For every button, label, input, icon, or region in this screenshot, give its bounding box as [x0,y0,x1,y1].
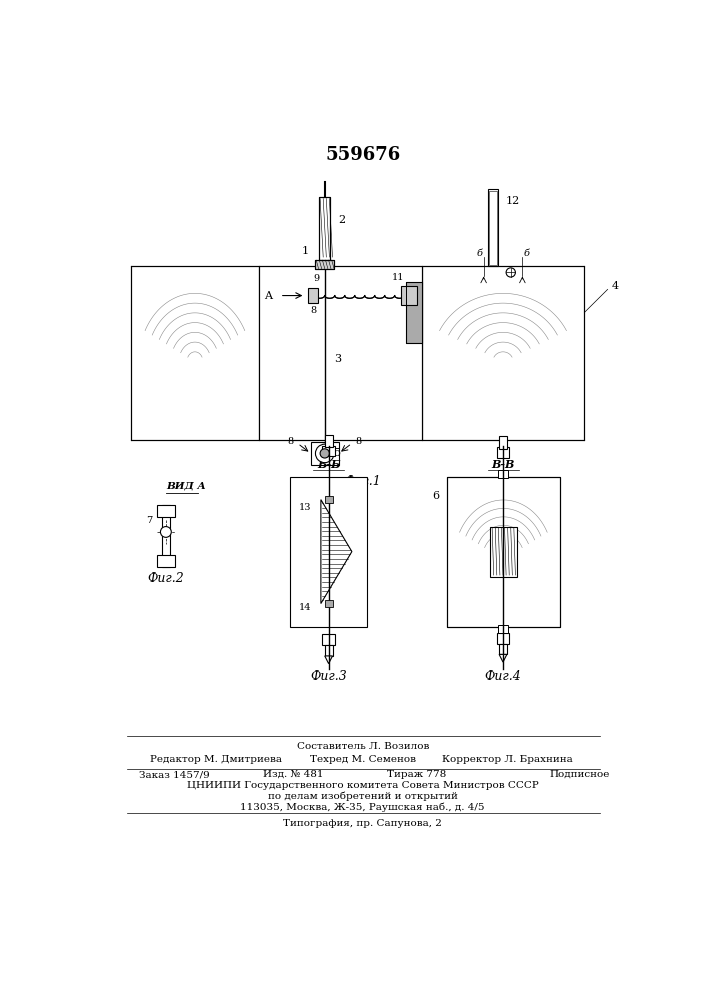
Text: 2: 2 [339,215,346,225]
Bar [497,633,509,644]
Text: В-В: В-В [491,459,515,470]
Bar [406,282,421,343]
Text: Заказ 1457/9: Заказ 1457/9 [139,770,209,779]
Bar [402,286,417,305]
Bar [311,442,339,465]
Bar [406,282,421,343]
Bar [325,496,332,503]
Bar [259,266,421,440]
Text: A: A [264,291,272,301]
Bar [497,447,509,458]
Bar [490,527,517,577]
Text: 6: 6 [432,491,440,501]
Text: 13: 13 [299,503,312,512]
Text: Техред М. Семенов: Техред М. Семенов [310,755,416,764]
Text: 3: 3 [334,354,341,364]
Polygon shape [325,656,332,664]
Text: Фиг.4: Фиг.4 [484,670,521,683]
Bar [315,260,334,269]
Circle shape [160,527,171,537]
Bar [325,645,332,656]
Polygon shape [499,654,507,662]
Bar [322,634,335,645]
Text: б: б [477,249,483,258]
Text: 9: 9 [313,274,320,283]
Bar [488,189,498,266]
Bar [499,436,507,449]
Bar [498,625,508,633]
Text: Корректор Л. Брахнина: Корректор Л. Брахнина [442,755,573,764]
Text: Б-Б: Б-Б [317,459,341,470]
Bar [308,288,317,303]
Bar [322,446,335,456]
Text: 12: 12 [506,196,520,206]
Bar [448,477,559,627]
Bar [156,555,175,567]
Bar [498,470,508,478]
Text: 8: 8 [288,437,293,446]
Bar [131,266,259,440]
Text: Изд. № 481: Изд. № 481 [263,770,323,779]
Text: по делам изобретений и открытий: по делам изобретений и открытий [268,791,457,801]
Text: Редактор М. Дмитриева: Редактор М. Дмитриева [151,755,282,764]
Bar [325,600,332,607]
Bar [162,505,170,567]
Circle shape [315,444,334,463]
Bar [325,435,332,447]
Bar [320,197,330,260]
Text: ВИД А: ВИД А [166,481,206,490]
Polygon shape [321,500,352,604]
Bar [315,260,334,269]
Circle shape [320,449,329,458]
Text: Фиг.3: Фиг.3 [310,670,347,683]
Text: Тираж 778: Тираж 778 [387,770,446,779]
Text: 11: 11 [392,273,404,282]
Text: Составитель Л. Возилов: Составитель Л. Возилов [296,742,429,751]
Text: ЦНИИПИ Государственного комитета Совета Министров СССР: ЦНИИПИ Государственного комитета Совета … [187,781,539,790]
Bar [156,505,175,517]
Bar [448,477,559,627]
Text: 8: 8 [310,306,316,315]
Bar [320,197,330,260]
Text: 14: 14 [299,603,312,612]
Bar [489,191,497,265]
Bar [421,266,585,440]
Text: 113035, Москва, Ж-35, Раушская наб., д. 4/5: 113035, Москва, Ж-35, Раушская наб., д. … [240,802,485,812]
Text: Фиг.1: Фиг.1 [344,475,381,488]
Text: Фиг.2: Фиг.2 [148,572,185,585]
Text: Подписное: Подписное [549,770,610,779]
Text: 8: 8 [356,437,362,446]
Bar [290,477,368,627]
Text: 5: 5 [334,448,341,458]
Text: 7: 7 [146,516,152,525]
Text: б: б [523,249,530,258]
Text: Типография, пр. Сапунова, 2: Типография, пр. Сапунова, 2 [284,819,442,828]
Bar [499,644,507,654]
Text: 4: 4 [612,281,619,291]
Text: 10: 10 [411,306,423,315]
Text: 1: 1 [302,246,309,256]
Circle shape [506,268,515,277]
Text: 559676: 559676 [325,146,400,164]
